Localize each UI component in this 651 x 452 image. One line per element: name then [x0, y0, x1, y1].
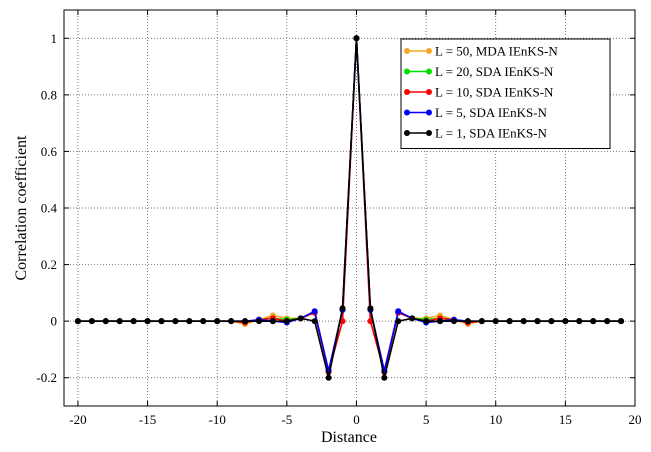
x-tick-label: 0	[353, 412, 360, 427]
legend-marker	[426, 48, 432, 54]
data-point	[353, 35, 360, 42]
legend-label: L = 20, SDA IEnKS-N	[435, 64, 554, 79]
data-point	[534, 318, 541, 325]
data-point	[269, 318, 276, 325]
legend-marker	[404, 48, 410, 54]
data-point	[548, 318, 555, 325]
data-point	[214, 318, 221, 325]
series-layer	[74, 35, 625, 381]
data-point	[311, 318, 318, 325]
legend-marker	[426, 109, 432, 116]
data-point	[130, 318, 137, 325]
y-axis-label: Correlation coefficient	[13, 135, 30, 281]
data-point	[520, 318, 527, 325]
legend-label: L = 10, SDA IEnKS-N	[435, 85, 554, 100]
data-point	[437, 318, 444, 325]
x-tick-label: 10	[489, 412, 502, 427]
legend-marker	[404, 68, 410, 75]
data-point	[283, 318, 290, 325]
x-tick-label: -15	[139, 412, 156, 427]
data-point	[102, 318, 109, 325]
series-line	[77, 38, 622, 378]
data-point	[618, 318, 625, 325]
legend-label: L = 1, SDA IEnKS-N	[435, 126, 548, 141]
data-point	[590, 318, 597, 325]
data-point	[311, 308, 318, 315]
legend-label: L = 5, SDA IEnKS-N	[435, 105, 548, 120]
y-tick-label: 0.6	[41, 144, 58, 159]
legend-marker	[404, 89, 410, 95]
data-point	[367, 305, 374, 312]
y-tick-label: -0.2	[36, 370, 57, 385]
y-tick-label: 0.8	[41, 87, 57, 102]
data-point	[228, 318, 235, 325]
data-point	[395, 308, 402, 315]
legend-label: L = 50, MDA IEnKS-N	[435, 44, 558, 59]
data-point	[144, 318, 151, 325]
data-point	[478, 318, 485, 325]
data-point	[297, 315, 304, 322]
data-point	[339, 305, 346, 312]
data-point	[395, 318, 402, 325]
y-tick-label: 0.4	[41, 201, 58, 216]
legend-marker	[426, 130, 432, 136]
legend-entry: L = 10, SDA IEnKS-N	[404, 85, 554, 100]
data-point	[255, 318, 262, 325]
legend-marker	[426, 89, 432, 95]
legend-box	[400, 38, 611, 149]
data-point	[116, 318, 123, 325]
legend-marker	[426, 68, 432, 75]
x-tick-label: -20	[69, 412, 86, 427]
data-point	[562, 318, 569, 325]
legend-entry: L = 20, SDA IEnKS-N	[404, 64, 554, 79]
data-point	[464, 318, 471, 325]
data-point	[200, 318, 207, 325]
legend-entry: L = 50, MDA IEnKS-N	[404, 44, 558, 59]
data-point	[325, 374, 332, 381]
legend-entry: L = 1, SDA IEnKS-N	[404, 126, 548, 141]
data-point	[74, 318, 81, 325]
data-point	[409, 315, 416, 322]
data-point	[88, 318, 95, 325]
x-tick-label: -10	[209, 412, 226, 427]
y-tick-label: 0	[51, 314, 58, 329]
x-axis-label: Distance	[321, 429, 377, 446]
x-tick-label: 5	[423, 412, 430, 427]
x-tick-label: 20	[629, 412, 642, 427]
data-point	[158, 318, 165, 325]
data-point	[492, 318, 499, 325]
axis-ticks: -20 -15 -10 -5 0 5 10 15 20 -0.2 0 0.2 0.4 0.6 0.8 1	[36, 10, 642, 427]
data-point	[604, 318, 611, 325]
legend-entry: L = 5, SDA IEnKS-N	[404, 105, 548, 120]
y-tick-label: 0.2	[41, 257, 57, 272]
data-point	[172, 318, 179, 325]
x-tick-label: 15	[559, 412, 572, 427]
x-tick-label: -5	[281, 412, 292, 427]
legend-marker	[404, 109, 410, 116]
y-tick-label: 1	[51, 31, 58, 46]
data-point	[576, 318, 583, 325]
data-point	[506, 318, 513, 325]
series-4	[74, 35, 625, 381]
data-point	[381, 374, 388, 381]
data-point	[450, 318, 457, 325]
legend: L = 50, MDA IEnKS-N L = 20, SDA IEnKS-N L …	[400, 38, 611, 149]
data-point	[423, 318, 430, 325]
data-point	[186, 318, 193, 325]
data-point	[242, 318, 249, 325]
legend-marker	[404, 130, 410, 136]
